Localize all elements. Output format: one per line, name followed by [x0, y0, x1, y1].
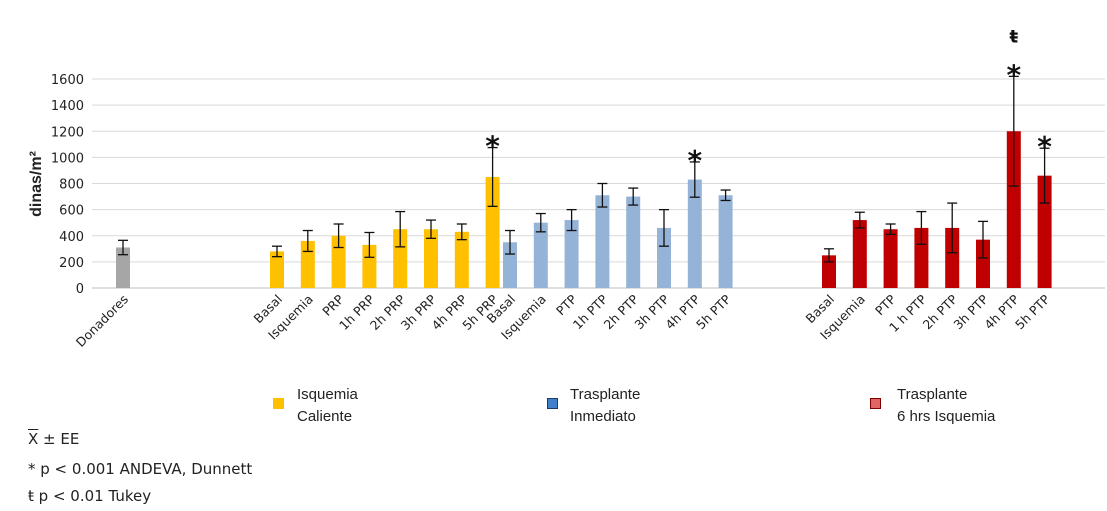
- y-tick-label: 400: [59, 230, 84, 245]
- bars: [116, 75, 1052, 288]
- footnote-tukey: ŧ p < 0.01 Tukey: [28, 487, 151, 505]
- bar: [718, 195, 733, 288]
- footnote-mean: X ± EE: [28, 430, 79, 448]
- bar: [687, 179, 702, 288]
- bar: [883, 229, 898, 288]
- y-tick-label: 1200: [51, 125, 84, 140]
- bar: [454, 231, 469, 288]
- y-axis: 0 200 400 600 800 1000 1200 1400 1600: [51, 73, 84, 297]
- legend-swatch-isquemia-caliente: [273, 398, 284, 409]
- tukey-symbol: ŧ: [28, 487, 34, 505]
- significance-star: *: [1037, 130, 1052, 163]
- bar: [822, 255, 836, 288]
- legend-line: 6 hrs Isquemia: [897, 408, 996, 425]
- x-tick-label: 5h PTP: [693, 291, 734, 332]
- bar: [564, 220, 579, 288]
- star-symbol: *: [28, 460, 36, 478]
- x-tick-label: Donadores: [73, 292, 131, 350]
- bar: [116, 247, 130, 288]
- y-tick-label: 1400: [51, 99, 84, 114]
- bar: [270, 251, 284, 288]
- dunnett-text: p < 0.001 ANDEVA, Dunnett: [35, 460, 253, 478]
- significance-star: *: [1006, 58, 1021, 91]
- y-axis-label: dinas/m²: [28, 151, 45, 217]
- y-tick-label: 1600: [51, 73, 84, 88]
- bar: [533, 222, 548, 288]
- mean-symbol: X: [28, 430, 39, 448]
- bar: [852, 220, 867, 288]
- bar: [914, 227, 929, 288]
- legend-swatch-trasplante-6hrs: [870, 398, 881, 409]
- x-tick-label: 5h PTP: [1012, 291, 1053, 332]
- y-tick-label: 200: [59, 256, 84, 271]
- legend-line: Isquemia: [297, 386, 358, 403]
- y-tick-label: 0: [76, 282, 84, 297]
- footnote-dunnett: * p < 0.001 ANDEVA, Dunnett: [28, 460, 252, 478]
- legend-line: Inmediato: [570, 408, 636, 425]
- legend-line: Trasplante: [897, 386, 968, 403]
- bar: [626, 196, 641, 288]
- bar: [362, 244, 377, 288]
- bar: [657, 227, 671, 288]
- bar: [976, 239, 990, 288]
- bar: [331, 235, 346, 288]
- y-tick-label: 800: [59, 178, 84, 193]
- significance-star: *: [485, 130, 500, 163]
- legend-line: Trasplante: [570, 386, 641, 403]
- bar: [945, 227, 960, 288]
- legend-label-trasplante-6hrs: Trasplante 6 hrs Isquemia: [897, 384, 995, 428]
- significance-markers: * * * ŧ *: [485, 26, 1052, 177]
- legend-swatch-trasplante-inmediato: [547, 398, 558, 409]
- bar: [595, 195, 610, 288]
- bar: [485, 176, 500, 288]
- significance-star: *: [687, 144, 702, 177]
- legend-label-isquemia-caliente: Isquemia Caliente: [297, 384, 358, 428]
- y-tick-label: 1000: [51, 151, 84, 166]
- bar: [1006, 131, 1021, 288]
- legend-line: Caliente: [297, 408, 353, 425]
- legend-label-trasplante-inmediato: Trasplante Inmediato: [570, 384, 640, 428]
- y-tick-label: 600: [59, 204, 84, 219]
- tukey-text: p < 0.01 Tukey: [33, 487, 152, 505]
- bar: [393, 229, 408, 288]
- tukey-marker: ŧ: [1009, 26, 1018, 47]
- mean-text: ± EE: [38, 430, 80, 448]
- bar: [1037, 175, 1052, 288]
- bar: [424, 229, 438, 288]
- bar: [300, 240, 315, 288]
